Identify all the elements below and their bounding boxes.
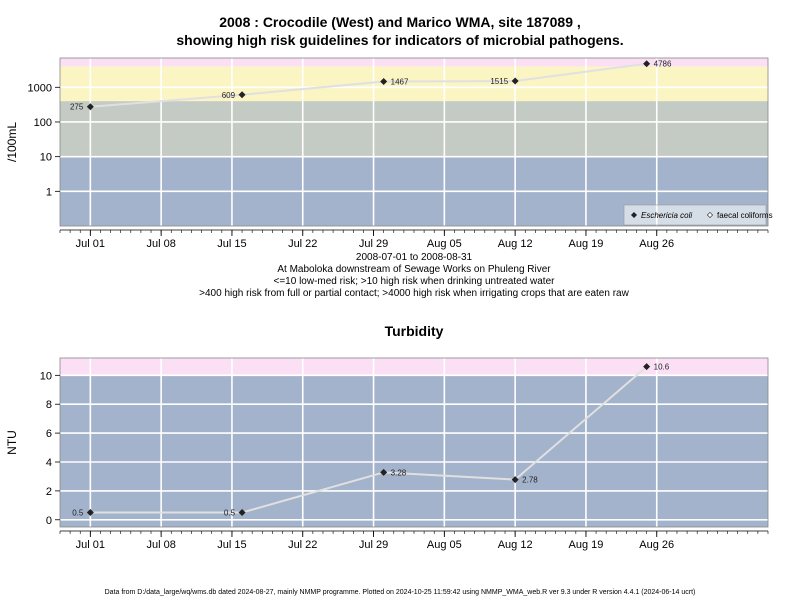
data-point — [238, 91, 246, 99]
legend-marker — [706, 211, 714, 219]
y-tick-label: 10 — [40, 370, 52, 382]
chart-panel-2: 0 2 4 6 8 10 Jul 01 Jul 08 Jul 15 Jul 22 Jul 29 Aug… — [5, 323, 769, 551]
x-tick-label: Aug 05 — [427, 539, 462, 551]
data-point — [380, 78, 388, 86]
data-point — [511, 77, 519, 85]
risk-band-4 — [60, 58, 768, 67]
guideline-contact-irrigation: >400 high risk from full or partial cont… — [199, 288, 629, 299]
x-tick-label: Jul 01 — [76, 238, 105, 250]
x-tick-label: Jul 08 — [146, 238, 175, 250]
data-label: 10.6 — [654, 363, 670, 372]
data-point — [86, 509, 94, 517]
x-tick-label: Jul 15 — [217, 238, 246, 250]
site-description: At Maboloka downstream of Sewage Works o… — [277, 264, 551, 275]
data-point — [643, 363, 651, 371]
x-tick-label: Jul 29 — [359, 238, 388, 250]
data-point — [380, 468, 388, 476]
x-tick-label: Aug 26 — [639, 539, 674, 551]
y-tick-label: 6 — [46, 428, 52, 440]
x-tick-label: Jul 29 — [359, 539, 388, 551]
plot-frame — [59, 57, 769, 227]
chart-title-line2: showing high risk guidelines for indicat… — [176, 32, 624, 48]
data-point — [511, 476, 519, 484]
y-tick-label: 1 — [46, 186, 52, 198]
data-label: 1467 — [391, 78, 409, 87]
y-tick-label: 2 — [46, 486, 52, 498]
legend-marker — [630, 211, 638, 219]
risk-band-2 — [60, 101, 768, 157]
x-tick-label: Jul 08 — [146, 539, 175, 551]
guideline-drinking: <=10 low-med risk; >10 high risk when dr… — [273, 276, 555, 287]
x-tick-label: Jul 15 — [217, 539, 246, 551]
x-tick-label: Aug 12 — [498, 238, 533, 250]
data-label: 3.28 — [391, 468, 407, 477]
x-tick-label: Aug 26 — [639, 238, 674, 250]
x-tick-label: Aug 05 — [427, 238, 462, 250]
y-tick-label: 100 — [34, 117, 52, 129]
risk-band-1 — [60, 375, 768, 527]
risk-band-2 — [60, 358, 768, 376]
plot-frame — [59, 357, 769, 528]
y-axis-label: /100mL — [5, 122, 19, 162]
legend-box — [623, 204, 767, 226]
x-tick-label: Aug 19 — [569, 238, 604, 250]
x-tick-label: Jul 22 — [288, 238, 317, 250]
risk-band-3 — [60, 66, 768, 102]
data-label: 275 — [70, 103, 84, 112]
y-tick-label: 1000 — [28, 82, 52, 94]
data-label: 0.5 — [72, 509, 84, 518]
y-tick-label: 8 — [46, 399, 52, 411]
chart-title-line1: 2008 : Crocodile (West) and Marico WMA, … — [219, 14, 581, 30]
data-label: 1515 — [490, 77, 508, 86]
legend-entry: Eschericia coli — [641, 211, 692, 220]
x-tick-label: Jul 01 — [76, 539, 105, 551]
x-tick-label: Aug 19 — [569, 539, 604, 551]
y-tick-label: 0 — [46, 515, 52, 527]
data-label: 2.78 — [522, 476, 538, 485]
x-tick-label: Jul 22 — [288, 539, 317, 551]
data-point — [238, 509, 246, 517]
date-range: 2008-07-01 to 2008-08-31 — [355, 252, 473, 263]
legend-entry: faecal coliforms — [717, 211, 773, 220]
data-source-footer: Data from D:/data_large/wq/wms.db dated … — [104, 589, 696, 596]
y-tick-label: 4 — [46, 457, 52, 469]
chart-panel-1: 1 10 100 1000 Jul 01 Jul 08 Jul 15 Jul 22 Jul 29… — [5, 57, 773, 250]
data-label: 0.5 — [224, 509, 236, 518]
data-point — [643, 60, 651, 68]
x-tick-label: Aug 12 — [498, 539, 533, 551]
data-point — [86, 103, 94, 111]
panel-title: Turbidity — [385, 323, 444, 339]
data-label: 609 — [222, 91, 236, 100]
y-tick-label: 10 — [40, 152, 52, 164]
data-label: 4786 — [654, 60, 672, 69]
y-axis-label: NTU — [5, 430, 19, 455]
